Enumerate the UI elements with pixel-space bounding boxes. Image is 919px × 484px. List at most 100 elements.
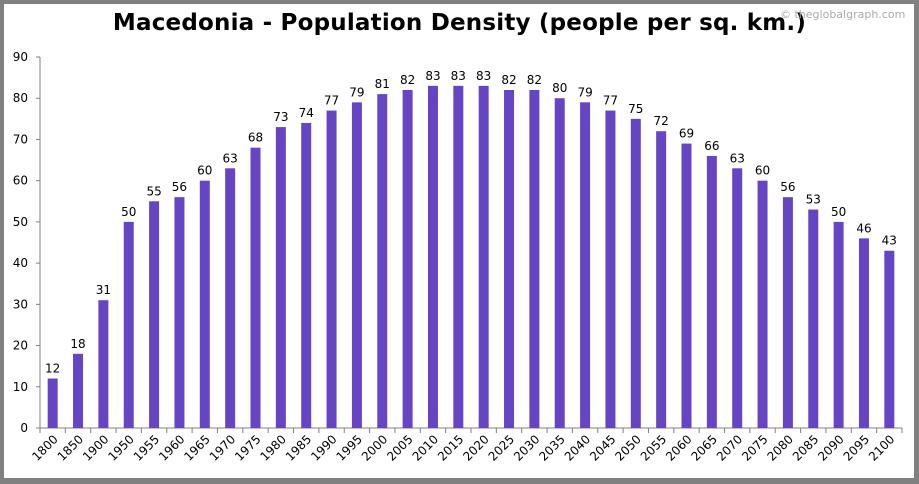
bar (98, 300, 109, 428)
x-tick-label: 1975 (232, 432, 263, 463)
bar-value-label: 43 (882, 234, 897, 248)
bar-value-label: 12 (45, 362, 60, 376)
x-tick-label: 1985 (283, 432, 314, 463)
bar-value-label: 79 (577, 85, 592, 99)
bar-value-label: 77 (603, 94, 618, 108)
x-tick-label: 1800 (29, 432, 60, 463)
bar (504, 89, 515, 428)
y-tick-label: 60 (13, 174, 28, 188)
bar-value-label: 83 (451, 69, 466, 83)
bar-value-label: 72 (654, 114, 669, 128)
bar-value-label: 73 (273, 110, 288, 124)
bar-value-label: 31 (96, 283, 111, 297)
x-tick-label: 2040 (562, 432, 593, 463)
bar (630, 118, 641, 428)
bar (174, 197, 185, 428)
bar-value-label: 66 (704, 139, 719, 153)
bar-value-label: 82 (400, 73, 415, 87)
bar (782, 197, 793, 428)
x-tick-label: 2095 (841, 432, 872, 463)
bar-value-label: 68 (248, 131, 263, 145)
x-tick-label: 2020 (460, 432, 491, 463)
bar (199, 180, 210, 428)
x-tick-label: 2065 (688, 432, 719, 463)
y-tick-label: 80 (13, 91, 28, 105)
x-tick-label: 1980 (257, 432, 288, 463)
bar (808, 209, 819, 428)
bar (377, 94, 388, 428)
bar (478, 85, 489, 428)
bar (47, 378, 58, 428)
bar-value-label: 55 (146, 184, 161, 198)
x-tick-label: 2085 (790, 432, 821, 463)
bar-value-label: 56 (780, 180, 795, 194)
bar-value-label: 60 (197, 164, 212, 178)
x-tick-label: 2045 (587, 432, 618, 463)
x-tick-label: 2035 (536, 432, 567, 463)
bar-value-label: 60 (755, 164, 770, 178)
x-tick-label: 1900 (80, 432, 111, 463)
bar (757, 180, 768, 428)
bar-value-label: 18 (70, 337, 85, 351)
y-tick-label: 10 (13, 380, 28, 394)
x-tick-label: 1960 (156, 432, 187, 463)
x-tick-label: 2055 (638, 432, 669, 463)
bar (529, 89, 540, 428)
bar (225, 168, 236, 429)
x-tick-label: 2070 (714, 432, 745, 463)
bar-value-label: 69 (679, 127, 694, 141)
bar (453, 85, 464, 428)
bar-value-label: 79 (349, 85, 364, 99)
bar-value-label: 46 (856, 221, 871, 235)
x-tick-label: 2010 (410, 432, 441, 463)
bar-value-label: 77 (324, 94, 339, 108)
bar (250, 147, 261, 428)
y-tick-label: 50 (13, 215, 28, 229)
bar (580, 102, 591, 428)
bar-value-label: 53 (806, 193, 821, 207)
x-tick-label: 2060 (663, 432, 694, 463)
y-tick-label: 40 (13, 256, 28, 270)
bar (732, 168, 743, 429)
x-tick-label: 1965 (181, 432, 212, 463)
y-tick-label: 90 (13, 50, 28, 64)
x-tick-label: 2025 (486, 432, 517, 463)
bar (351, 102, 362, 428)
bar (149, 201, 160, 428)
bar-value-label: 63 (730, 151, 745, 165)
y-tick-label: 20 (13, 339, 28, 353)
bar (681, 143, 692, 429)
bar-value-label: 83 (425, 69, 440, 83)
x-tick-label: 2005 (384, 432, 415, 463)
x-tick-label: 1850 (55, 432, 86, 463)
bar (326, 110, 337, 428)
x-tick-label: 1995 (334, 432, 365, 463)
bar (706, 155, 717, 428)
y-tick-label: 30 (13, 297, 28, 311)
bar-value-label: 81 (375, 77, 390, 91)
x-tick-label: 2075 (739, 432, 770, 463)
bar (884, 250, 895, 428)
x-tick-label: 2100 (866, 432, 897, 463)
chart-title: Macedonia - Population Density (people p… (112, 10, 807, 36)
x-tick-label: 2050 (612, 432, 643, 463)
bar (656, 131, 667, 428)
bar (833, 221, 844, 428)
bar-value-label: 50 (121, 205, 136, 219)
bar-value-label: 56 (172, 180, 187, 194)
bar (554, 98, 565, 428)
bar (605, 110, 616, 428)
bar (275, 127, 286, 429)
bar-value-label: 74 (299, 106, 314, 120)
x-tick-label: 1970 (207, 432, 238, 463)
y-tick-label: 0 (20, 421, 28, 435)
bar-value-label: 83 (476, 69, 491, 83)
bar-value-label: 82 (501, 73, 516, 87)
x-tick-label: 1990 (308, 432, 339, 463)
x-tick-label: 2015 (435, 432, 466, 463)
bar-value-label: 75 (628, 102, 643, 116)
bar (858, 238, 869, 428)
bar-value-label: 50 (831, 205, 846, 219)
bar-value-label: 63 (223, 151, 238, 165)
